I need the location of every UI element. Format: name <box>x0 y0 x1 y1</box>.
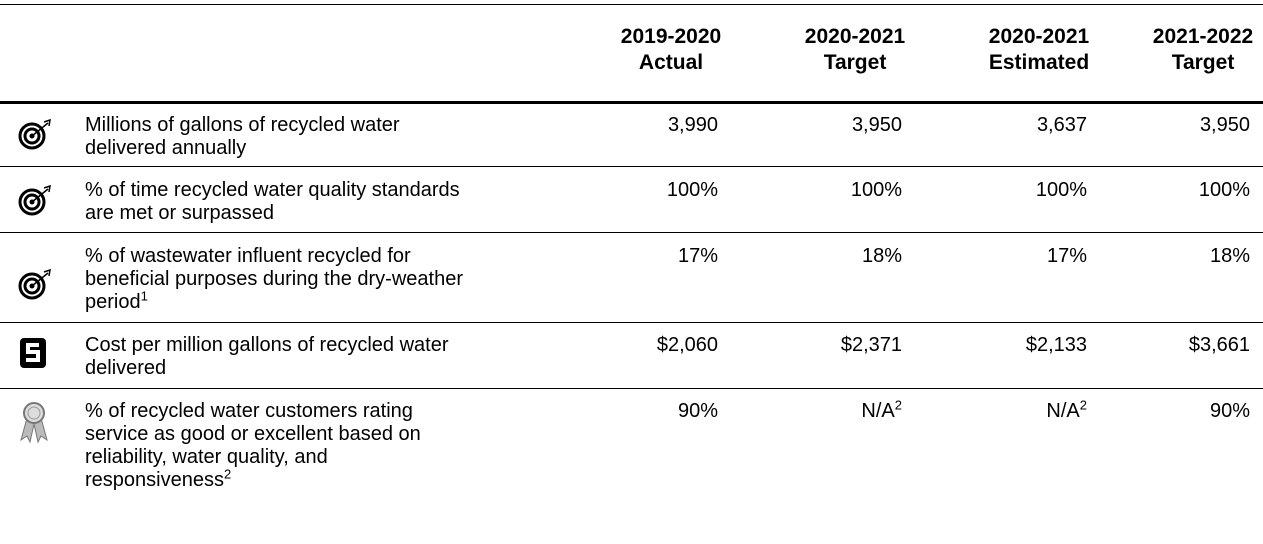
label-line: responsiveness2 <box>85 466 585 492</box>
value-cell: $2,060 <box>656 334 718 356</box>
label-text: % of wastewater influent recycled for <box>85 245 411 267</box>
label-line: % of time recycled water quality standar… <box>85 179 585 202</box>
column-header: 2021-2022 Target <box>1152 25 1254 74</box>
target-icon <box>18 268 51 300</box>
footnote-mark: 1 <box>140 288 148 304</box>
value-cell: 17% <box>677 245 718 267</box>
label-text: Millions of gallons of recycled water <box>85 114 400 136</box>
target-icon <box>18 118 51 150</box>
value-cell: $2,371 <box>840 334 902 356</box>
value-cell: 100% <box>850 179 902 201</box>
label-text: period <box>85 291 141 313</box>
row-label: % of wastewater influent recycled for ben… <box>85 245 585 314</box>
column-header: 2020-2021 Target <box>804 25 906 74</box>
footnote-mark: 2 <box>223 466 232 482</box>
row-rule <box>0 232 1263 233</box>
value-cell: 100% <box>1035 179 1087 201</box>
row-rule <box>0 166 1263 167</box>
value-cell: 17% <box>1046 245 1087 267</box>
value-cell: 100% <box>1198 179 1250 201</box>
row-label: % of recycled water customers rating serv… <box>85 400 585 492</box>
label-text: % of time recycled water quality standar… <box>85 179 460 201</box>
value-cell: 3,990 <box>667 114 718 136</box>
dollar-icon <box>20 338 46 368</box>
label-line: delivered annually <box>85 137 585 160</box>
row-label: % of time recycled water quality standar… <box>85 179 585 225</box>
top-rule <box>0 4 1263 5</box>
label-text: beneficial purposes during the dry-weath… <box>85 268 463 290</box>
label-text: reliability, water quality, and <box>85 446 328 468</box>
label-text: service as good or excellent based on <box>85 423 421 445</box>
label-line: % of recycled water customers rating <box>85 400 585 423</box>
label-line: % of wastewater influent recycled for <box>85 245 585 268</box>
value-cell: 3,950 <box>851 114 902 136</box>
row-rule <box>0 322 1263 323</box>
value-cell: 18% <box>1209 245 1250 267</box>
value-cell: N/A2 <box>742 397 902 423</box>
label-line: Millions of gallons of recycled water <box>85 114 585 137</box>
value-cell: 3,637 <box>1036 114 1087 136</box>
label-text: delivered <box>85 357 167 379</box>
footnote-mark: 2 <box>894 397 902 413</box>
label-line: delivered <box>85 357 585 380</box>
label-line: reliability, water quality, and <box>85 446 585 469</box>
label-text: responsiveness <box>85 469 224 491</box>
label-line: beneficial purposes during the dry-weath… <box>85 268 585 291</box>
header-rule <box>0 101 1263 104</box>
row-label: Millions of gallons of recycled water del… <box>85 114 585 160</box>
column-header: 2020-2021 Estimated <box>988 25 1090 74</box>
label-text: delivered annually <box>85 137 247 159</box>
row-label: Cost per million gallons of recycled wat… <box>85 334 585 380</box>
column-header: 2019-2020 Actual <box>620 25 722 74</box>
value-cell: $2,133 <box>1025 334 1087 356</box>
value-cell: 90% <box>1209 400 1250 422</box>
value-cell: $3,661 <box>1188 334 1250 356</box>
value-cell: 3,950 <box>1199 114 1250 136</box>
label-text: % of recycled water customers rating <box>85 400 413 422</box>
footnote-mark: 2 <box>1079 397 1087 413</box>
label-line: period1 <box>85 288 585 314</box>
ribbon-icon <box>20 402 48 444</box>
value-text: N/A <box>861 400 895 422</box>
value-cell: 90% <box>677 400 718 422</box>
value-cell: 100% <box>666 179 718 201</box>
target-icon <box>18 184 51 216</box>
label-text: are met or surpassed <box>85 202 274 224</box>
label-text: Cost per million gallons of recycled wat… <box>85 334 449 356</box>
value-cell: 18% <box>861 245 902 267</box>
label-line: service as good or excellent based on <box>85 423 585 446</box>
value-text: N/A <box>1046 400 1080 422</box>
label-line: are met or surpassed <box>85 202 585 225</box>
row-rule <box>0 388 1263 389</box>
label-line: Cost per million gallons of recycled wat… <box>85 334 585 357</box>
value-cell: N/A2 <box>927 397 1087 423</box>
